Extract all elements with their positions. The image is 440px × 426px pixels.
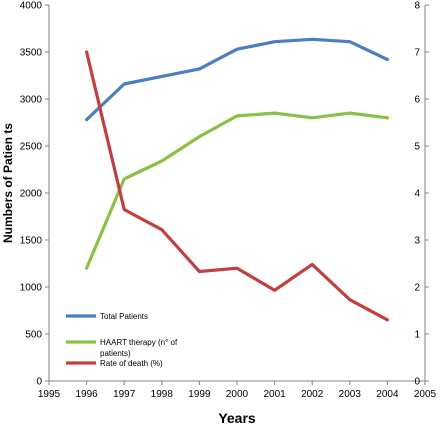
y-tick-label: 3000	[20, 95, 43, 106]
x-tick-label: 1998	[151, 389, 174, 400]
x-tick-label: 2004	[376, 389, 399, 400]
legend-label-1: Total Patients	[100, 312, 148, 321]
x-tick-label: 2001	[263, 389, 286, 400]
y-tick-label: 500	[25, 330, 42, 341]
y2-tick-label: 5	[414, 142, 420, 153]
y2-tick-label: 2	[414, 283, 420, 294]
x-tick-label: 1995	[38, 389, 61, 400]
x-tick-label: 2000	[226, 389, 249, 400]
y2-tick-label: 1	[414, 330, 420, 341]
y2-tick-label: 4	[414, 189, 420, 200]
x-tick-label: 2003	[339, 389, 362, 400]
legend-label-2: HAART therapy (n° of	[100, 338, 178, 347]
legend-label-3: Rate of death (%)	[100, 359, 163, 368]
x-axis-title: Years	[218, 410, 256, 426]
x-tick-label: 1997	[113, 389, 136, 400]
y-axis-title: Numbers of Patien ts	[1, 123, 15, 243]
series-line-3	[84, 50, 389, 322]
x-tick-label: 1996	[75, 389, 98, 400]
y-tick-label: 0	[36, 377, 42, 388]
y-tick-label: 1500	[20, 236, 43, 247]
x-tick-label: 2002	[301, 389, 324, 400]
y2-tick-label: 3	[414, 236, 420, 247]
y2-tick-label: 8	[414, 1, 420, 12]
x-tick-label: 2005	[414, 389, 437, 400]
series-line-1	[84, 37, 389, 122]
legend-label-2: patients)	[100, 349, 131, 358]
y-tick-label: 2000	[20, 189, 43, 200]
x-tick-label: 1999	[188, 389, 211, 400]
y-tick-label: 2500	[20, 142, 43, 153]
y-tick-label: 4000	[20, 1, 43, 12]
y2-tick-label: 7	[414, 48, 420, 59]
y2-tick-label: 6	[414, 95, 420, 106]
y2-tick-label: 0	[414, 377, 420, 388]
series-line-2	[84, 111, 389, 270]
y-tick-label: 3500	[20, 48, 43, 59]
y-tick-label: 1000	[20, 283, 43, 294]
